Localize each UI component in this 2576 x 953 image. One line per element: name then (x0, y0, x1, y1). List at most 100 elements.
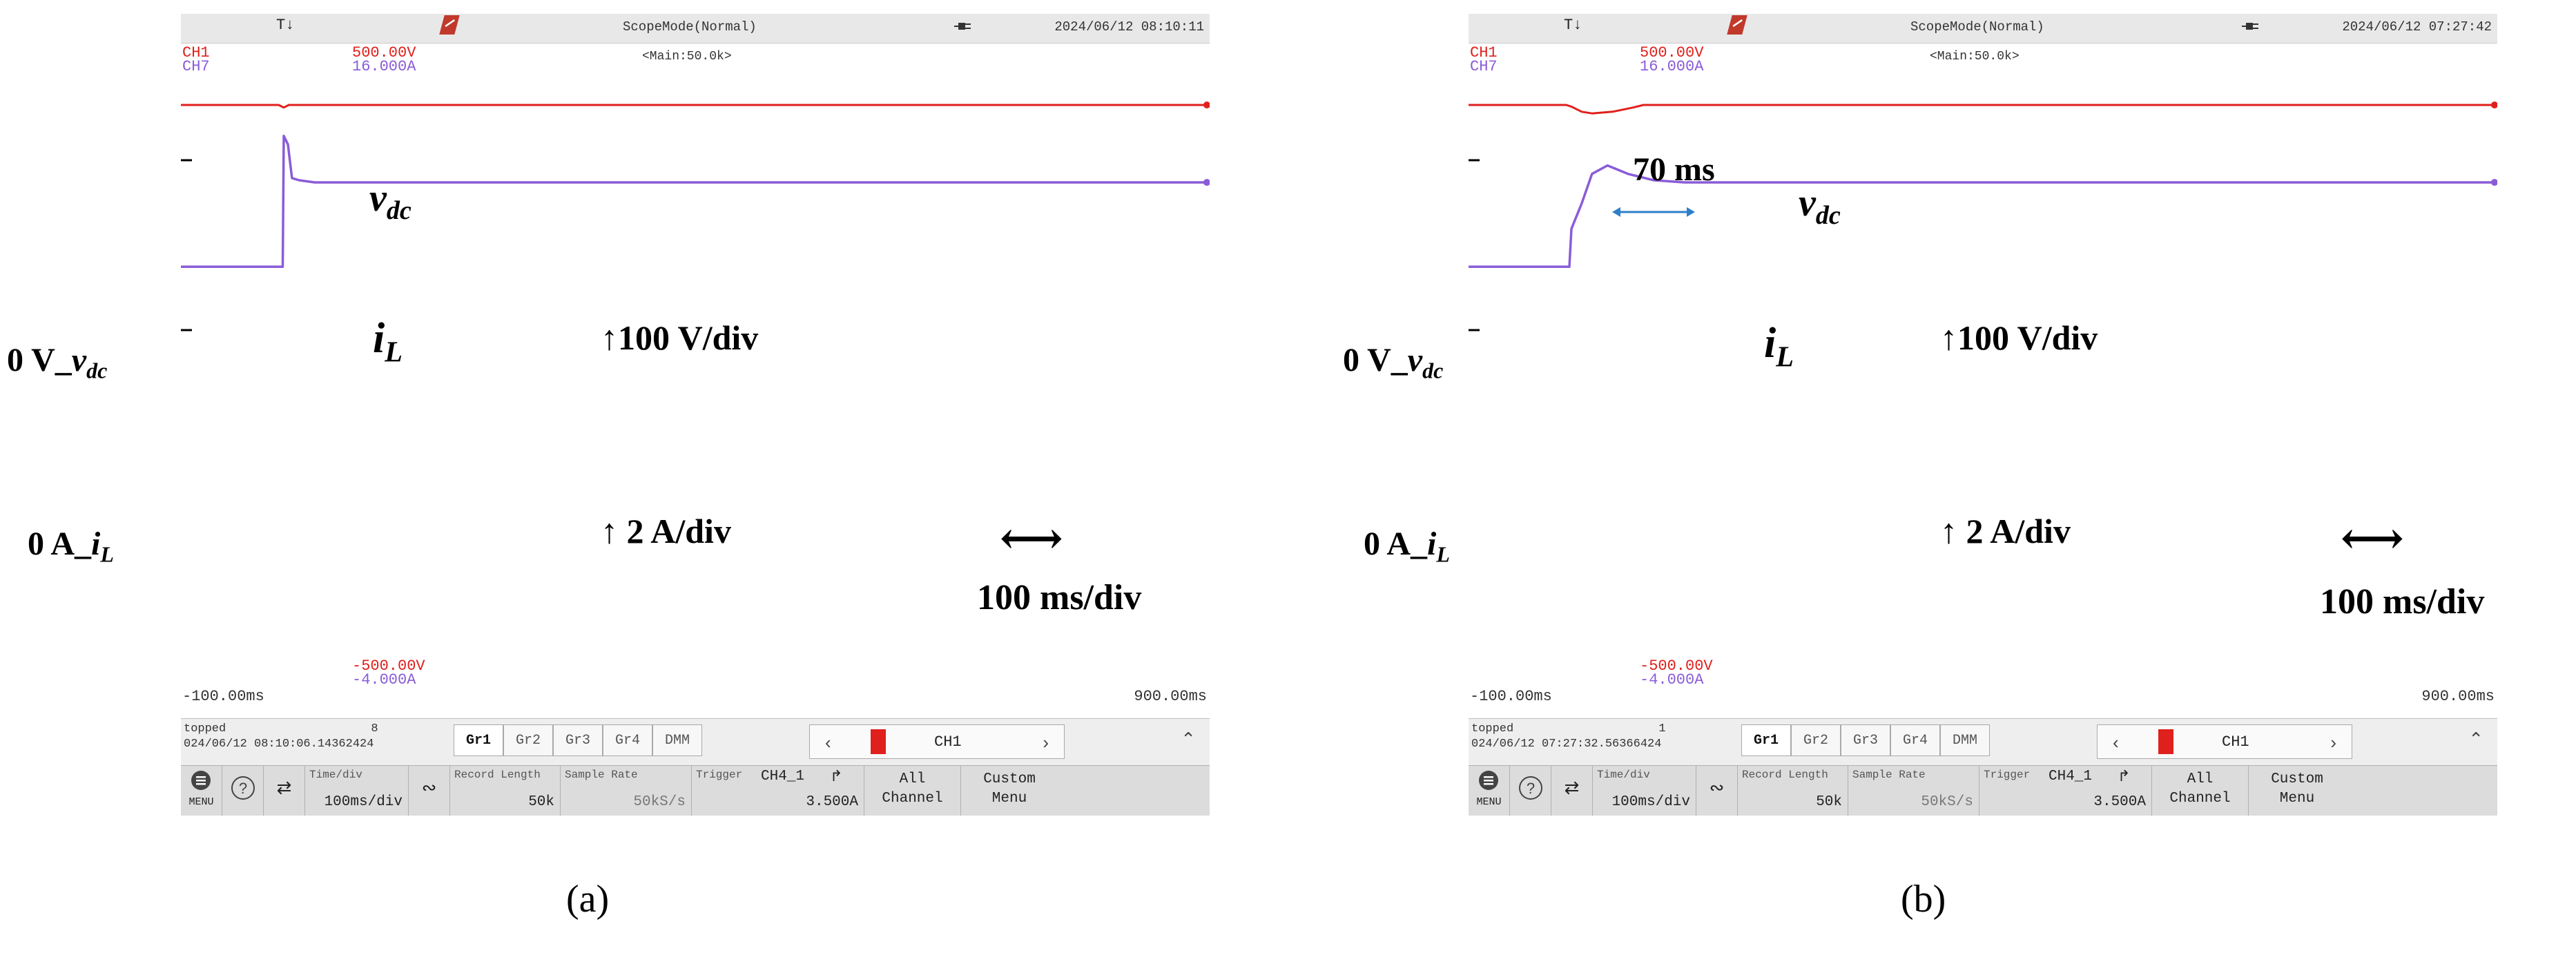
channel-selector[interactable]: ‹ CH1 › (809, 724, 1065, 759)
tab-gr3[interactable]: Gr3 (1841, 724, 1890, 756)
channel-selector-label: CH1 (934, 733, 962, 751)
dip-duration-arrow-icon (1612, 207, 1695, 217)
time-div-label: Time/div (1597, 769, 1650, 781)
chevron-right-icon[interactable]: › (1043, 732, 1049, 753)
zero-current-label: 0 A_iL (1364, 525, 1450, 568)
trigger-level: 3.500A (2093, 794, 2146, 810)
zero-voltage-symbol: v (71, 342, 87, 378)
il-subscript: L (385, 336, 403, 369)
current-scale-annotation: ↑ 2 A/div (601, 511, 731, 551)
il-label: iL (1764, 319, 1794, 374)
chevron-left-icon[interactable]: ‹ (825, 732, 831, 753)
waveform-plot (1469, 102, 2497, 331)
tab-gr3[interactable]: Gr3 (553, 724, 603, 756)
tab-gr4[interactable]: Gr4 (1890, 724, 1940, 756)
scope-screen: T↓ ScopeMode(Normal) 2024/06/12 07:27:42… (1469, 14, 2497, 816)
record-length-control[interactable]: Record Length 50k (1738, 766, 1848, 816)
custom-menu-button[interactable]: Custom Menu (2249, 766, 2345, 816)
menu-button[interactable]: MENU (1469, 766, 1510, 816)
tab-gr2[interactable]: Gr2 (1791, 724, 1841, 756)
time-div-value: 100ms/div (324, 794, 403, 810)
main-record-label: <Main:50.0k> (1930, 50, 2020, 64)
chevron-left-icon[interactable]: ‹ (2113, 732, 2119, 753)
trigger-label: Trigger (1984, 769, 2031, 781)
sample-rate-control[interactable]: Sample Rate 50kS/s (1848, 766, 1979, 816)
sample-rate-value: 50kS/s (1921, 794, 1973, 810)
channel-selector[interactable]: ‹ CH1 › (2097, 724, 2352, 759)
il-trace (1469, 164, 2497, 269)
il-label: iL (373, 314, 403, 369)
all-channel-button[interactable]: All Channel (864, 766, 961, 816)
scope-header: T↓ ScopeMode(Normal) 2024/06/12 07:27:42 (1469, 14, 2497, 44)
zero-current-subscript: L (100, 541, 114, 567)
il-symbol: i (373, 315, 385, 362)
zero-current-label: 0 A_iL (28, 525, 114, 568)
dip-duration-label: 70 ms (1633, 151, 1715, 188)
trigger-source: CH4_1 (2049, 769, 2093, 784)
all-channel-button[interactable]: All Channel (2152, 766, 2249, 816)
trigger-level: 3.500A (806, 794, 858, 810)
scope-mode: ScopeMode(Normal) (623, 19, 757, 35)
bottom-toolbar: MENU ? ⇄ Time/div 100ms/div ∾ Record Len… (181, 765, 1210, 816)
acquisition-status: topped 1 024/06/12 07:27:32.56366424 (1471, 722, 1666, 752)
tab-gr1[interactable]: Gr1 (454, 724, 503, 756)
sample-rate-label: Sample Rate (1852, 769, 1926, 781)
vdc-label: vdc (369, 176, 411, 226)
timebase-adjust-button[interactable]: ⇄ (1551, 766, 1593, 816)
x-end-label: 900.00ms (2421, 688, 2495, 705)
tab-dmm[interactable]: DMM (652, 724, 702, 756)
acquisition-count: 8 (371, 722, 378, 735)
vdc-subscript: dc (386, 196, 411, 226)
time-div-control[interactable]: Time/div 100ms/div (1593, 766, 1696, 816)
vdc-subscript: dc (1815, 201, 1841, 231)
status-bar: topped 1 024/06/12 07:27:32.56366424 Gr1… (1469, 718, 2497, 766)
help-button[interactable]: ? (222, 766, 264, 816)
time-div-control[interactable]: Time/div 100ms/div (305, 766, 409, 816)
zero-voltage-label: 0 V_vdc (1343, 341, 1443, 384)
ch7-bottom: -4.000A (1640, 671, 1704, 689)
custom-menu-button[interactable]: Custom Menu (961, 766, 1058, 816)
record-icon (439, 15, 460, 35)
voltage-scale-text: 100 V/div (618, 318, 759, 357)
tab-gr1[interactable]: Gr1 (1741, 724, 1791, 756)
up-arrow-icon: ↑ (1940, 318, 1957, 357)
waveform-adjust-button[interactable]: ∾ (409, 766, 450, 816)
all-channel-label: All Channel (2169, 771, 2231, 807)
time-scale-arrow-icon: ⟷ (1000, 514, 1063, 563)
vdc-end-marker (2491, 102, 2497, 108)
help-button[interactable]: ? (1510, 766, 1551, 816)
trigger-control[interactable]: Trigger CH4_1 ↱ 3.500A (1979, 766, 2152, 816)
waveform-icon: ∾ (1709, 777, 1725, 798)
menu-button[interactable]: MENU (181, 766, 222, 816)
chevron-up-icon[interactable]: ⌃ (1181, 729, 1196, 749)
power-plug-icon (2242, 23, 2258, 30)
time-div-value: 100ms/div (1611, 794, 1690, 810)
ch7-name: CH7 (182, 58, 210, 75)
il-symbol: i (1764, 320, 1776, 367)
record-length-control[interactable]: Record Length 50k (450, 766, 561, 816)
rising-edge-icon: ↱ (830, 767, 843, 784)
ch7-bottom: -4.000A (352, 671, 416, 689)
group-tabs: Gr1 Gr2 Gr3 Gr4 DMM (454, 724, 702, 756)
timebase-adjust-button[interactable]: ⇄ (264, 766, 305, 816)
chevron-right-icon[interactable]: › (2330, 732, 2336, 753)
zero-current-symbol: i (1427, 526, 1437, 562)
chevron-up-icon[interactable]: ⌃ (2468, 729, 2483, 749)
stopped-label: topped (184, 722, 226, 735)
zero-current-subscript: L (1436, 541, 1450, 567)
waveform-adjust-button[interactable]: ∾ (1696, 766, 1738, 816)
trigger-control[interactable]: Trigger CH4_1 ↱ 3.500A (692, 766, 864, 816)
tab-gr4[interactable]: Gr4 (603, 724, 652, 756)
ch1-scale: 500.00V (1640, 44, 1704, 61)
zero-voltage-label: 0 V_vdc (7, 341, 107, 384)
tab-gr2[interactable]: Gr2 (503, 724, 553, 756)
ch1-bottom: -500.00V (1640, 657, 1713, 675)
status-bar: topped 8 024/06/12 08:10:06.14362424 Gr1… (181, 718, 1210, 766)
sample-rate-control[interactable]: Sample Rate 50kS/s (561, 766, 692, 816)
tab-dmm[interactable]: DMM (1940, 724, 1990, 756)
timebase-icon: ⇄ (1564, 777, 1580, 798)
x-start-label: -100.00ms (182, 688, 264, 705)
ch1-scale: 500.00V (352, 44, 416, 61)
acquisition-timestamp: 024/06/12 07:27:32.56366424 (1471, 738, 1662, 751)
panel-a: T↓ ScopeMode(Normal) 2024/06/12 08:10:11… (0, 0, 1288, 953)
